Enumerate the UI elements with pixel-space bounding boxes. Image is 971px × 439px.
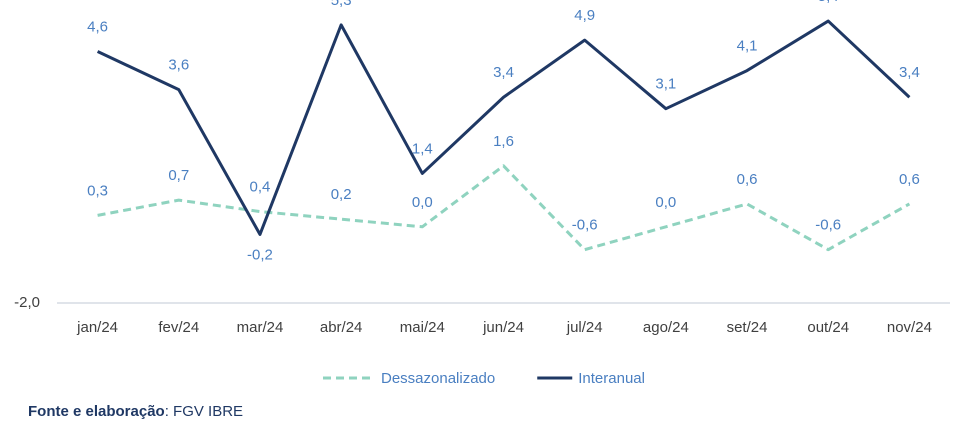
data-label: -0,6 (815, 217, 841, 234)
data-label: 4,1 (737, 38, 758, 55)
x-tick-label: jul/24 (566, 319, 603, 336)
line (97, 164, 911, 252)
source-text: : FGV IBRE (165, 403, 243, 420)
x-tick-label: ago/24 (643, 319, 689, 336)
data-label: 0,7 (168, 167, 189, 184)
legend-label: Interanual (578, 370, 645, 387)
data-label: 0,0 (412, 194, 433, 211)
x-tick-label: mai/24 (400, 319, 445, 336)
x-tick-label: nov/24 (887, 319, 932, 336)
x-tick-label: fev/24 (158, 319, 199, 336)
data-label: 0,0 (655, 194, 676, 211)
data-label: 1,6 (493, 133, 514, 150)
x-tick-label: mar/24 (237, 319, 284, 336)
source: Fonte e elaboração: FGV IBRE (28, 403, 243, 420)
x-tick-label: abr/24 (320, 319, 363, 336)
line (96, 19, 911, 236)
data-label: 0,6 (899, 171, 920, 188)
data-label: -0,6 (572, 217, 598, 234)
data-label: 4,6 (87, 19, 108, 36)
data-label: -0,2 (247, 246, 273, 263)
source-label: Fonte e elaboração (28, 403, 165, 420)
data-label: 1,4 (412, 140, 433, 157)
data-label: 3,4 (899, 64, 920, 81)
x-tick-label: jan/24 (76, 319, 118, 336)
y-tick-label: -2,0 (14, 294, 40, 311)
legend: Dessazonalizado Interanual (323, 370, 645, 387)
data-label: 5,4 (818, 0, 839, 5)
data-label: 0,6 (737, 171, 758, 188)
x-tick-label: out/24 (807, 319, 849, 336)
legend-label: Dessazonalizado (381, 370, 495, 387)
data-label: 4,9 (574, 7, 595, 24)
data-label: 0,3 (87, 182, 108, 199)
x-tick-label: jun/24 (482, 319, 524, 336)
data-label: 0,4 (250, 179, 271, 196)
data-label: 5,3 (331, 0, 352, 9)
data-label: 3,1 (655, 76, 676, 93)
data-label: 0,2 (331, 186, 352, 203)
x-tick-label: set/24 (727, 319, 768, 336)
data-label: 3,4 (493, 64, 514, 81)
data-label: 3,6 (168, 57, 189, 74)
